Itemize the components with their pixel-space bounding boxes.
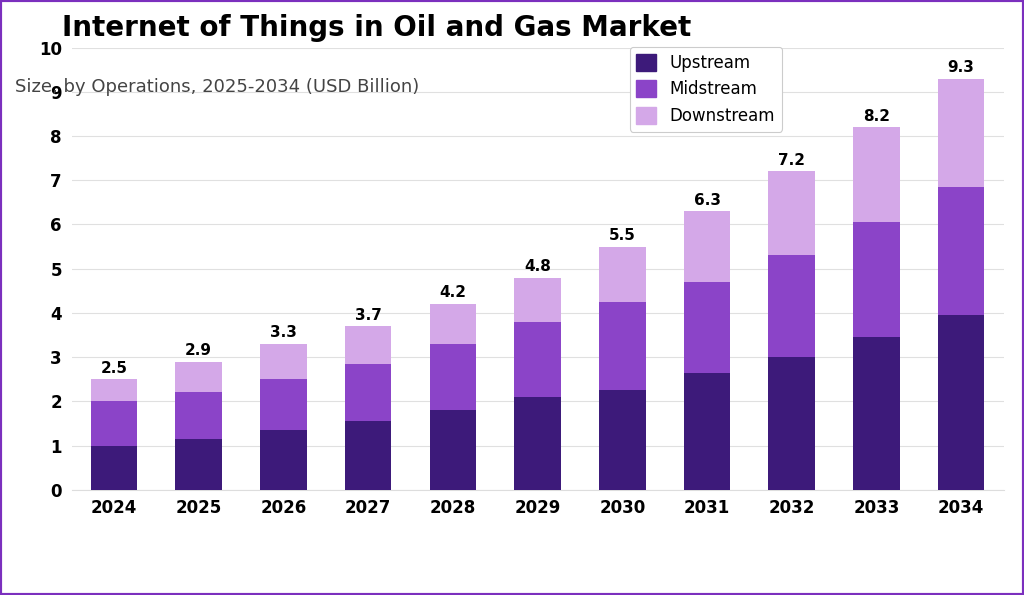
Bar — [514, 277, 561, 322]
Bar — [599, 246, 645, 302]
Bar — [514, 322, 561, 397]
Bar — [175, 393, 222, 439]
Bar — [684, 282, 730, 372]
Bar — [430, 410, 476, 490]
Text: 4.2: 4.2 — [439, 286, 466, 300]
Bar — [853, 337, 900, 490]
Text: The Market will Grow
At the CAGR of:: The Market will Grow At the CAGR of: — [90, 524, 272, 560]
Text: Size, by Operations, 2025-2034 (USD Billion): Size, by Operations, 2025-2034 (USD Bill… — [15, 78, 420, 96]
Bar — [260, 344, 307, 379]
Bar — [175, 362, 222, 393]
Text: 6.3: 6.3 — [693, 193, 721, 208]
Bar — [345, 364, 391, 421]
Text: 5.5: 5.5 — [609, 228, 636, 243]
Bar — [175, 439, 222, 490]
Bar — [938, 315, 984, 490]
Bar — [91, 401, 137, 446]
Text: The Forecasted Market
Size for 2034 in USD:: The Forecasted Market Size for 2034 in U… — [397, 524, 595, 560]
Bar — [345, 326, 391, 364]
Text: $ 9.3B: $ 9.3B — [603, 526, 722, 559]
Bar — [91, 379, 137, 401]
Bar — [938, 79, 984, 187]
Text: 3.7: 3.7 — [354, 308, 382, 322]
Bar — [684, 211, 730, 282]
Text: 4.8: 4.8 — [524, 259, 551, 274]
Bar — [260, 379, 307, 430]
Text: Internet of Things in Oil and Gas Market: Internet of Things in Oil and Gas Market — [62, 14, 691, 42]
Bar — [768, 171, 815, 255]
Text: 9.3: 9.3 — [948, 60, 975, 75]
Bar — [260, 430, 307, 490]
Text: 14.1%: 14.1% — [249, 526, 365, 559]
Text: 3.3: 3.3 — [270, 325, 297, 340]
Bar — [938, 187, 984, 315]
Text: 2.5: 2.5 — [100, 361, 128, 375]
Bar — [430, 344, 476, 410]
Text: 7.2: 7.2 — [778, 153, 805, 168]
Legend: Upstream, Midstream, Downstream: Upstream, Midstream, Downstream — [630, 47, 782, 131]
Bar — [514, 397, 561, 490]
Bar — [91, 446, 137, 490]
Bar — [853, 223, 900, 337]
Text: market.us: market.us — [845, 522, 956, 541]
Text: ❧: ❧ — [808, 528, 831, 556]
Bar — [768, 255, 815, 357]
Bar — [430, 304, 476, 344]
Bar — [684, 372, 730, 490]
Bar — [345, 421, 391, 490]
Bar — [853, 127, 900, 223]
Text: ONE STOP SHOP FOR THE REPORTS: ONE STOP SHOP FOR THE REPORTS — [845, 564, 994, 573]
Bar — [599, 302, 645, 390]
Bar — [768, 357, 815, 490]
Bar — [599, 390, 645, 490]
Text: 2.9: 2.9 — [185, 343, 212, 358]
Text: 8.2: 8.2 — [863, 109, 890, 124]
